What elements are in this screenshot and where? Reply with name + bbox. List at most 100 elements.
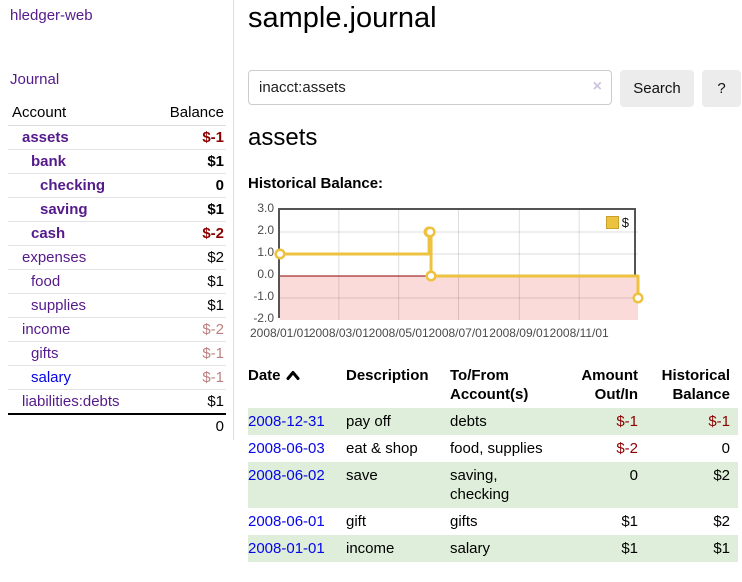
accounts-total-row: 0 xyxy=(8,413,226,438)
help-button[interactable]: ? xyxy=(702,70,741,107)
y-axis-tick-label: 0.0 xyxy=(257,267,274,281)
search-input[interactable] xyxy=(248,70,612,105)
page-title: sample.journal xyxy=(248,2,437,34)
search-button[interactable]: Search xyxy=(620,70,694,107)
y-axis-tick-label: 2.0 xyxy=(257,223,274,237)
balance-cell: $2 xyxy=(713,513,730,530)
account-balance: 0 xyxy=(149,173,226,198)
date-link[interactable]: 2008-06-02 xyxy=(248,467,325,484)
account-link[interactable]: cash xyxy=(31,225,66,242)
chart-legend: $ xyxy=(605,215,629,230)
account-row: expenses $2 xyxy=(8,245,226,270)
sidebar-divider xyxy=(233,0,234,440)
account-heading: assets xyxy=(248,124,318,151)
amount-cell: $-1 xyxy=(616,413,638,430)
account-balance: $1 xyxy=(149,149,226,174)
accounts-table: Account Balance assets $-1 bank $1 checking 0… xyxy=(8,101,226,438)
description-cell: income xyxy=(346,540,395,557)
account-balance: $-2 xyxy=(149,317,226,342)
account-balance: $-1 xyxy=(149,365,226,390)
amount-cell: $1 xyxy=(621,513,638,530)
account-row: food $1 xyxy=(8,269,226,294)
clear-search-icon[interactable]: × xyxy=(592,78,602,95)
register-row: 2008-01-01 income salary $1 $1 xyxy=(248,535,738,562)
sidebar-item-journal[interactable]: Journal xyxy=(10,71,60,88)
account-link[interactable]: salary xyxy=(31,369,72,386)
account-row: bank $1 xyxy=(8,149,226,174)
account-row: saving $1 xyxy=(8,197,226,222)
legend-label: $ xyxy=(621,215,629,230)
amount-cell: 0 xyxy=(629,467,638,484)
account-row: salary $-1 xyxy=(8,365,226,390)
account-link[interactable]: assets xyxy=(22,129,69,146)
accounts-cell: debts xyxy=(450,413,487,430)
x-axis-tick-label: 2008/11/01 xyxy=(549,326,609,340)
balance-cell: $2 xyxy=(713,467,730,484)
accounts-cell: salary xyxy=(450,540,491,557)
account-balance: $2 xyxy=(149,245,226,270)
account-balance: $1 xyxy=(149,389,226,415)
account-link[interactable]: food xyxy=(31,273,61,290)
search-bar: × Search ? xyxy=(248,70,741,107)
amount-cell: $1 xyxy=(621,540,638,557)
legend-swatch-icon xyxy=(605,216,619,229)
accounts-col-header: Account xyxy=(8,101,150,126)
account-link[interactable]: liabilities:debts xyxy=(22,393,120,410)
accounts-column-header: To/From Account(s) xyxy=(450,367,529,403)
account-link[interactable]: income xyxy=(22,321,71,338)
amount-column-header: Amount Out/In xyxy=(581,367,638,403)
chart-plot-area: $ xyxy=(274,208,644,320)
description-column-header: Description xyxy=(346,367,429,384)
register-row: 2008-12-31 pay off debts $-1 $-1 xyxy=(248,408,738,435)
account-balance: $1 xyxy=(149,197,226,222)
balance-cell: $1 xyxy=(713,540,730,557)
account-link[interactable]: checking xyxy=(40,177,106,194)
account-link[interactable]: expenses xyxy=(22,249,87,266)
register-row: 2008-06-01 gift gifts $1 $2 xyxy=(248,508,738,535)
app-title-link[interactable]: hledger-web xyxy=(10,7,93,24)
account-row: supplies $1 xyxy=(8,293,226,318)
accounts-cell: saving, checking xyxy=(450,467,510,503)
x-axis-tick-label: 2008/03/01 xyxy=(308,326,369,340)
date-link[interactable]: 2008-06-01 xyxy=(248,513,325,530)
amount-cell: $-2 xyxy=(616,440,638,457)
accounts-total-value: 0 xyxy=(149,413,226,438)
description-cell: pay off xyxy=(346,413,391,430)
account-row: gifts $-1 xyxy=(8,341,226,366)
historical-balance-chart: $ 3.0 2.0 1.0 0.0 -1.0 -2.0 2008/01/01 2008/03/… xyxy=(248,201,738,347)
account-link[interactable]: supplies xyxy=(31,297,87,314)
date-column-header[interactable]: Date xyxy=(248,362,346,408)
account-balance: $-1 xyxy=(149,125,226,150)
balance-col-header: Balance xyxy=(149,101,226,126)
sort-ascending-icon xyxy=(286,371,300,380)
date-link[interactable]: 2008-01-01 xyxy=(248,540,325,557)
description-cell: gift xyxy=(346,513,367,530)
accounts-cell: gifts xyxy=(450,513,478,530)
account-row: income $-2 xyxy=(8,317,226,342)
account-balance: $1 xyxy=(149,293,226,318)
account-balance: $-1 xyxy=(149,341,226,366)
account-balance: $1 xyxy=(149,269,226,294)
y-axis-tick-label: 1.0 xyxy=(257,245,274,259)
chart-canvas xyxy=(274,210,644,320)
x-axis-tick-label: 2008/01/01 xyxy=(249,326,311,340)
account-row: liabilities:debts $1 xyxy=(8,389,226,415)
account-link[interactable]: saving xyxy=(40,201,88,218)
y-axis-tick-label: -2.0 xyxy=(253,311,274,325)
account-link[interactable]: gifts xyxy=(31,345,59,362)
x-axis-tick-label: 2008/05/01 xyxy=(368,326,429,340)
balance-column-header: Historical Balance xyxy=(661,367,730,403)
date-link[interactable]: 2008-12-31 xyxy=(248,413,325,430)
y-axis-tick-label: 3.0 xyxy=(257,201,274,215)
chart-title: Historical Balance: xyxy=(248,175,384,192)
date-link[interactable]: 2008-06-03 xyxy=(248,440,325,457)
balance-cell: 0 xyxy=(721,440,730,457)
register-table: Date Description To/From Account(s) Amou… xyxy=(248,362,738,562)
search-input-wrap: × xyxy=(248,70,612,107)
x-axis-tick-label: 2008/07/01 xyxy=(428,326,489,340)
account-link[interactable]: bank xyxy=(31,153,67,170)
account-row: assets $-1 xyxy=(8,125,226,150)
y-axis-tick-label: -1.0 xyxy=(253,289,274,303)
account-balance: $-2 xyxy=(149,221,226,246)
